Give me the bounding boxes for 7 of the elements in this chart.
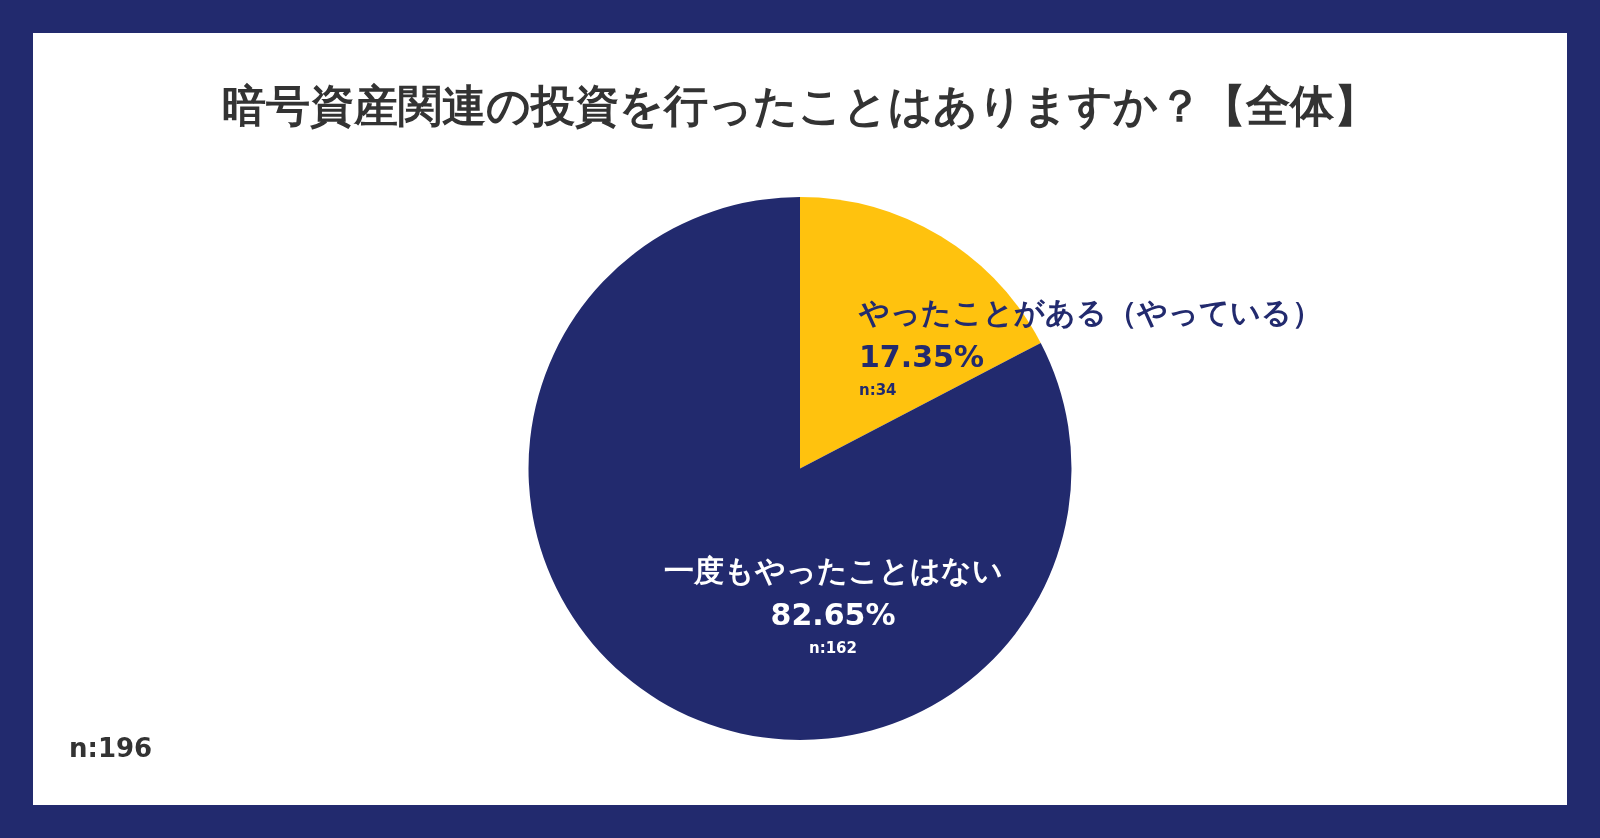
slice-label: 一度もやったことはない	[663, 552, 1003, 588]
data-label: 82.65%	[770, 596, 896, 632]
data-label: 17.35%	[859, 338, 984, 374]
chart-title: 暗号資産関連の投資を行ったことはありますか？【全体】	[221, 79, 1379, 133]
text: n:34	[859, 380, 897, 399]
text: n:162	[809, 638, 857, 657]
text: n:196	[69, 733, 153, 763]
